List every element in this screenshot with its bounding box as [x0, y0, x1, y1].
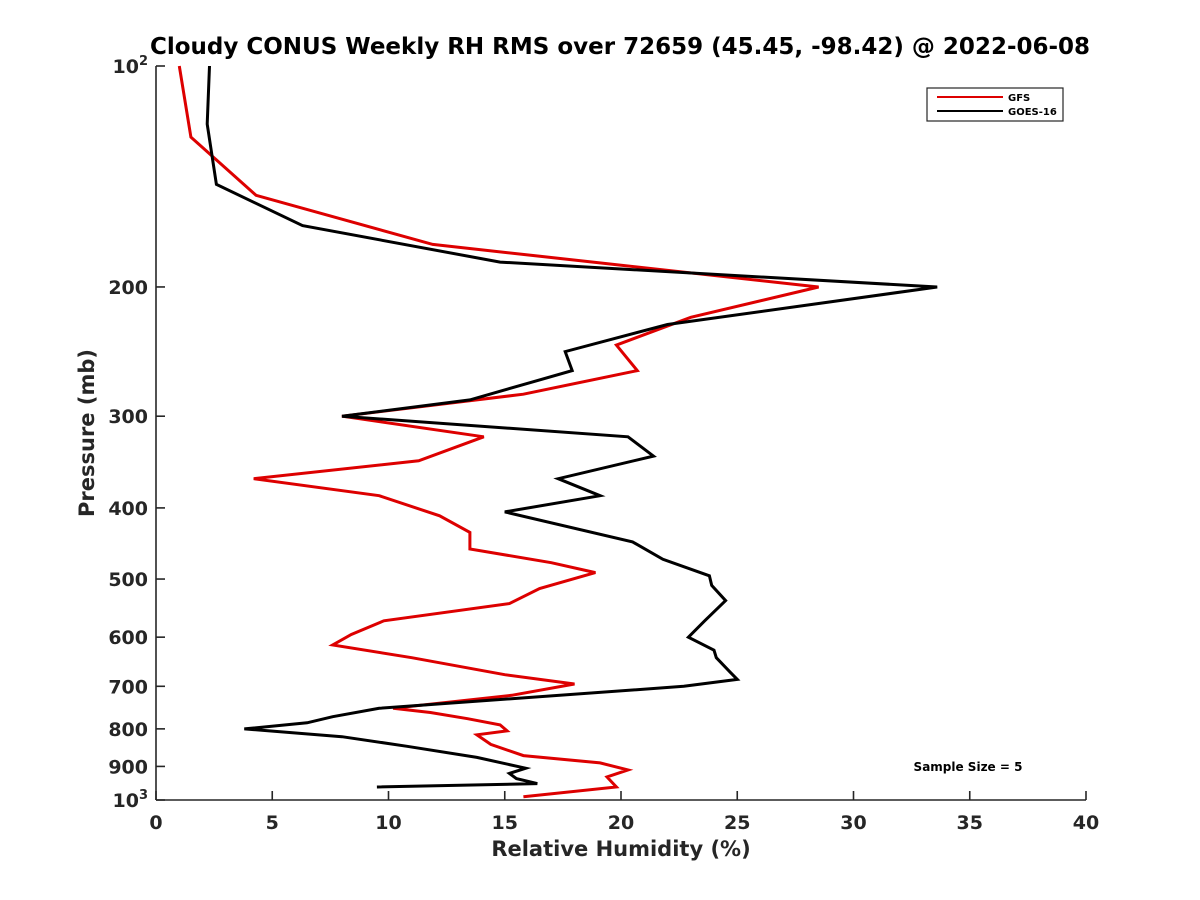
- x-tick-label: 30: [840, 812, 866, 834]
- x-tick-label: 0: [149, 812, 162, 834]
- x-tick-label: 10: [375, 812, 401, 834]
- y-tick-power-base: 10: [113, 790, 139, 812]
- legend-label-goes16: GOES-16: [1008, 107, 1057, 118]
- y-tick-power-base: 10: [113, 56, 139, 78]
- plot-area: 0 5 10 15 20 25 30 35 40 200 300 400 500 600 700 800 90…: [108, 54, 1099, 834]
- y-tick-label: 400: [108, 498, 148, 520]
- y-tick-power-exponent: 3: [139, 788, 148, 803]
- y-tick-label: 300: [108, 406, 148, 428]
- y-tick-label-power: 103: [113, 788, 149, 812]
- x-axis-ticks: 0 5 10 15 20 25 30 35 40: [149, 791, 1099, 834]
- chart-title: Cloudy CONUS Weekly RH RMS over 72659 (4…: [150, 34, 1090, 60]
- legend-box: [926, 87, 1064, 122]
- y-tick-label: 800: [108, 719, 148, 741]
- x-tick-label: 15: [492, 812, 518, 834]
- x-axis-title: Relative Humidity (%): [491, 837, 750, 861]
- series-lines: [177, 65, 938, 799]
- x-tick-label: 20: [608, 812, 634, 834]
- y-axis-title: Pressure (mb): [75, 349, 99, 517]
- y-tick-label: 200: [108, 277, 148, 299]
- x-tick-label: 40: [1073, 812, 1099, 834]
- y-tick-label: 600: [108, 627, 148, 649]
- x-tick-label: 35: [957, 812, 983, 834]
- y-tick-label: 900: [108, 756, 148, 778]
- y-tick-label: 500: [108, 569, 148, 591]
- y-tick-label: 700: [108, 676, 148, 698]
- sample-size-annotation: Sample Size = 5: [914, 760, 1023, 774]
- series-line-gfs: [177, 65, 819, 799]
- legend-label-gfs: GFS: [1008, 93, 1030, 104]
- series-line-goes16: [205, 65, 938, 789]
- y-tick-power-exponent: 2: [139, 54, 148, 69]
- x-tick-label: 25: [724, 812, 750, 834]
- x-tick-label: 5: [266, 812, 279, 834]
- legend: GFS GOES-16: [926, 87, 1064, 122]
- y-tick-label-power: 102: [113, 54, 149, 78]
